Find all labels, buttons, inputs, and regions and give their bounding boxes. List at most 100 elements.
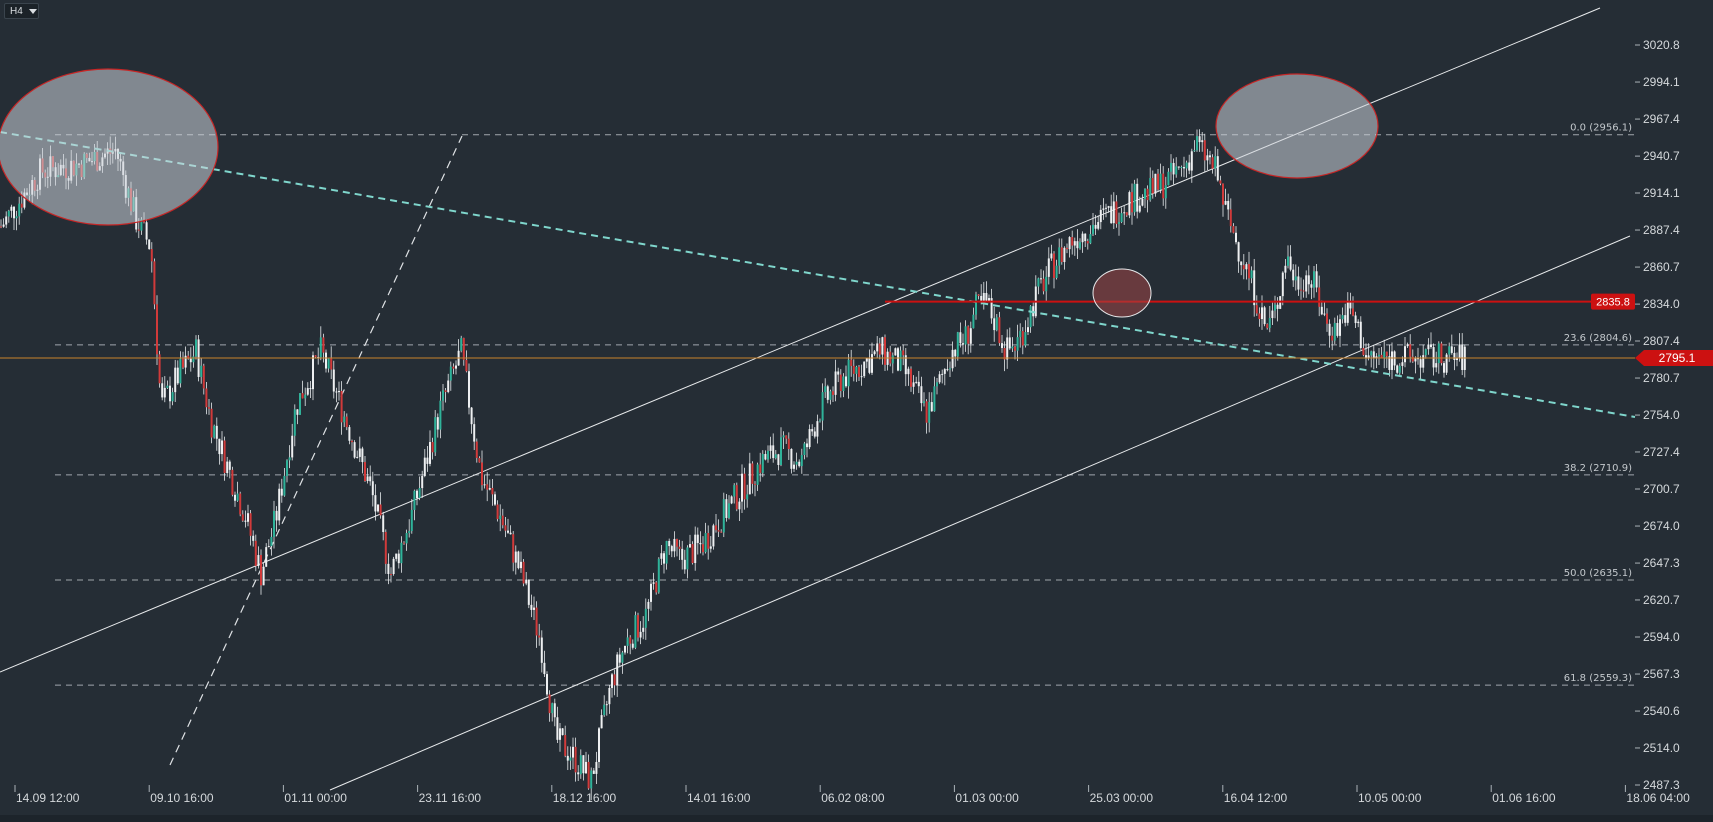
candle-body [449, 366, 452, 381]
candle-body [795, 461, 798, 465]
candle-body [1214, 156, 1217, 169]
candle-body [585, 761, 587, 774]
candle-body [1050, 253, 1053, 259]
candle-body [499, 515, 502, 520]
candle-body [377, 504, 379, 512]
candle-body [548, 694, 551, 714]
candle-body [1287, 256, 1289, 266]
candle-body [1435, 363, 1438, 368]
candle-body [1138, 205, 1141, 212]
candle-body [507, 530, 509, 533]
candle-body [728, 503, 730, 518]
candle-body [1396, 365, 1399, 373]
price-tick-label: 3020.8 [1643, 38, 1680, 52]
candle-body [148, 239, 151, 250]
candle-body [249, 513, 252, 536]
current-price-tag: 2795.1 [1659, 351, 1696, 365]
candle-body [1232, 226, 1235, 233]
candle-body [304, 394, 307, 399]
candle-body [475, 441, 478, 458]
candle-body [1341, 315, 1344, 320]
candle-body [1162, 173, 1165, 199]
candle-body [338, 390, 340, 393]
bottom-scrollbar[interactable] [0, 815, 1713, 822]
candle-body [379, 504, 382, 516]
candle-body [462, 338, 465, 360]
candle-body [1307, 275, 1310, 285]
candle-body [980, 295, 983, 301]
candle-body [722, 499, 725, 533]
candle-body [681, 548, 684, 560]
candle-body [767, 450, 769, 460]
candle-body [1042, 278, 1045, 292]
candle-body [829, 391, 832, 400]
candle-body [891, 355, 894, 364]
candle-body [1045, 276, 1048, 292]
price-tick-label: 2754.0 [1643, 408, 1680, 422]
candle-body [553, 703, 556, 718]
candle-body [943, 369, 946, 374]
candle-body [1292, 269, 1295, 281]
fib-retracement: 0.0 (2956.1) 23.6 (2804.6) 38.2 (2710.9) 50… [55, 123, 1635, 686]
price-tick-label: 2540.6 [1643, 704, 1680, 718]
price-tick-label: 2887.4 [1643, 223, 1680, 237]
candle-body [1313, 271, 1315, 288]
time-axis[interactable]: 14.09 12:00 09.10 16:00 01.11 00:00 23.11 1… [14, 785, 1690, 805]
candle-body [572, 746, 574, 758]
price-tick-label: 2860.7 [1643, 260, 1680, 274]
candle-body [743, 473, 746, 500]
candle-body [954, 349, 957, 357]
candle-body [1029, 306, 1032, 328]
candle-body [1367, 355, 1370, 359]
timeframe-dropdown[interactable]: H4 [4, 3, 39, 19]
candle-body [369, 476, 372, 482]
candle-body [1242, 265, 1245, 270]
candle-body [410, 509, 413, 532]
candle-body [1157, 173, 1159, 190]
candle-body [1180, 167, 1183, 169]
candle-body [1224, 200, 1227, 205]
candle-body [1170, 162, 1172, 172]
candle-body [1450, 346, 1453, 353]
candle-body [15, 216, 18, 219]
candle-body [1315, 271, 1318, 288]
candle-body [1102, 208, 1105, 210]
candle-body [228, 461, 231, 470]
candle-body [741, 473, 743, 502]
candle-body [631, 643, 634, 648]
candle-body [1362, 347, 1365, 356]
candle-body [673, 538, 676, 552]
candle-body [171, 392, 174, 402]
candle-body [343, 416, 346, 423]
price-axis[interactable]: 3020.8 2994.1 2967.4 2940.7 2914.1 2887.4 2860… [1591, 38, 1713, 792]
candle-body [1019, 331, 1022, 338]
candle-body [1437, 343, 1440, 364]
candle-body [522, 561, 525, 584]
candle-body [288, 457, 291, 461]
candle-body [1211, 157, 1214, 169]
candle-body [785, 435, 788, 439]
candle-body [611, 674, 613, 688]
candle-body [1261, 307, 1263, 320]
candle-body [800, 455, 803, 467]
candle-body [252, 535, 255, 541]
candle-body [811, 429, 814, 432]
candle-body [946, 369, 949, 371]
candle-body [689, 544, 691, 548]
candle-body [491, 487, 494, 495]
candle-body [897, 348, 899, 371]
candle-body [941, 373, 944, 375]
candle-body [982, 292, 985, 301]
candle-body [826, 386, 829, 400]
candle-body [858, 366, 860, 377]
candle-body [733, 485, 736, 497]
candle-body [442, 390, 444, 401]
candle-body [301, 393, 304, 399]
price-tick-label: 2594.0 [1643, 630, 1680, 644]
candle-body [629, 637, 632, 644]
candle-body [1318, 287, 1321, 307]
time-tick-label: 06.02 08:00 [821, 791, 885, 805]
candle-body [660, 553, 663, 559]
